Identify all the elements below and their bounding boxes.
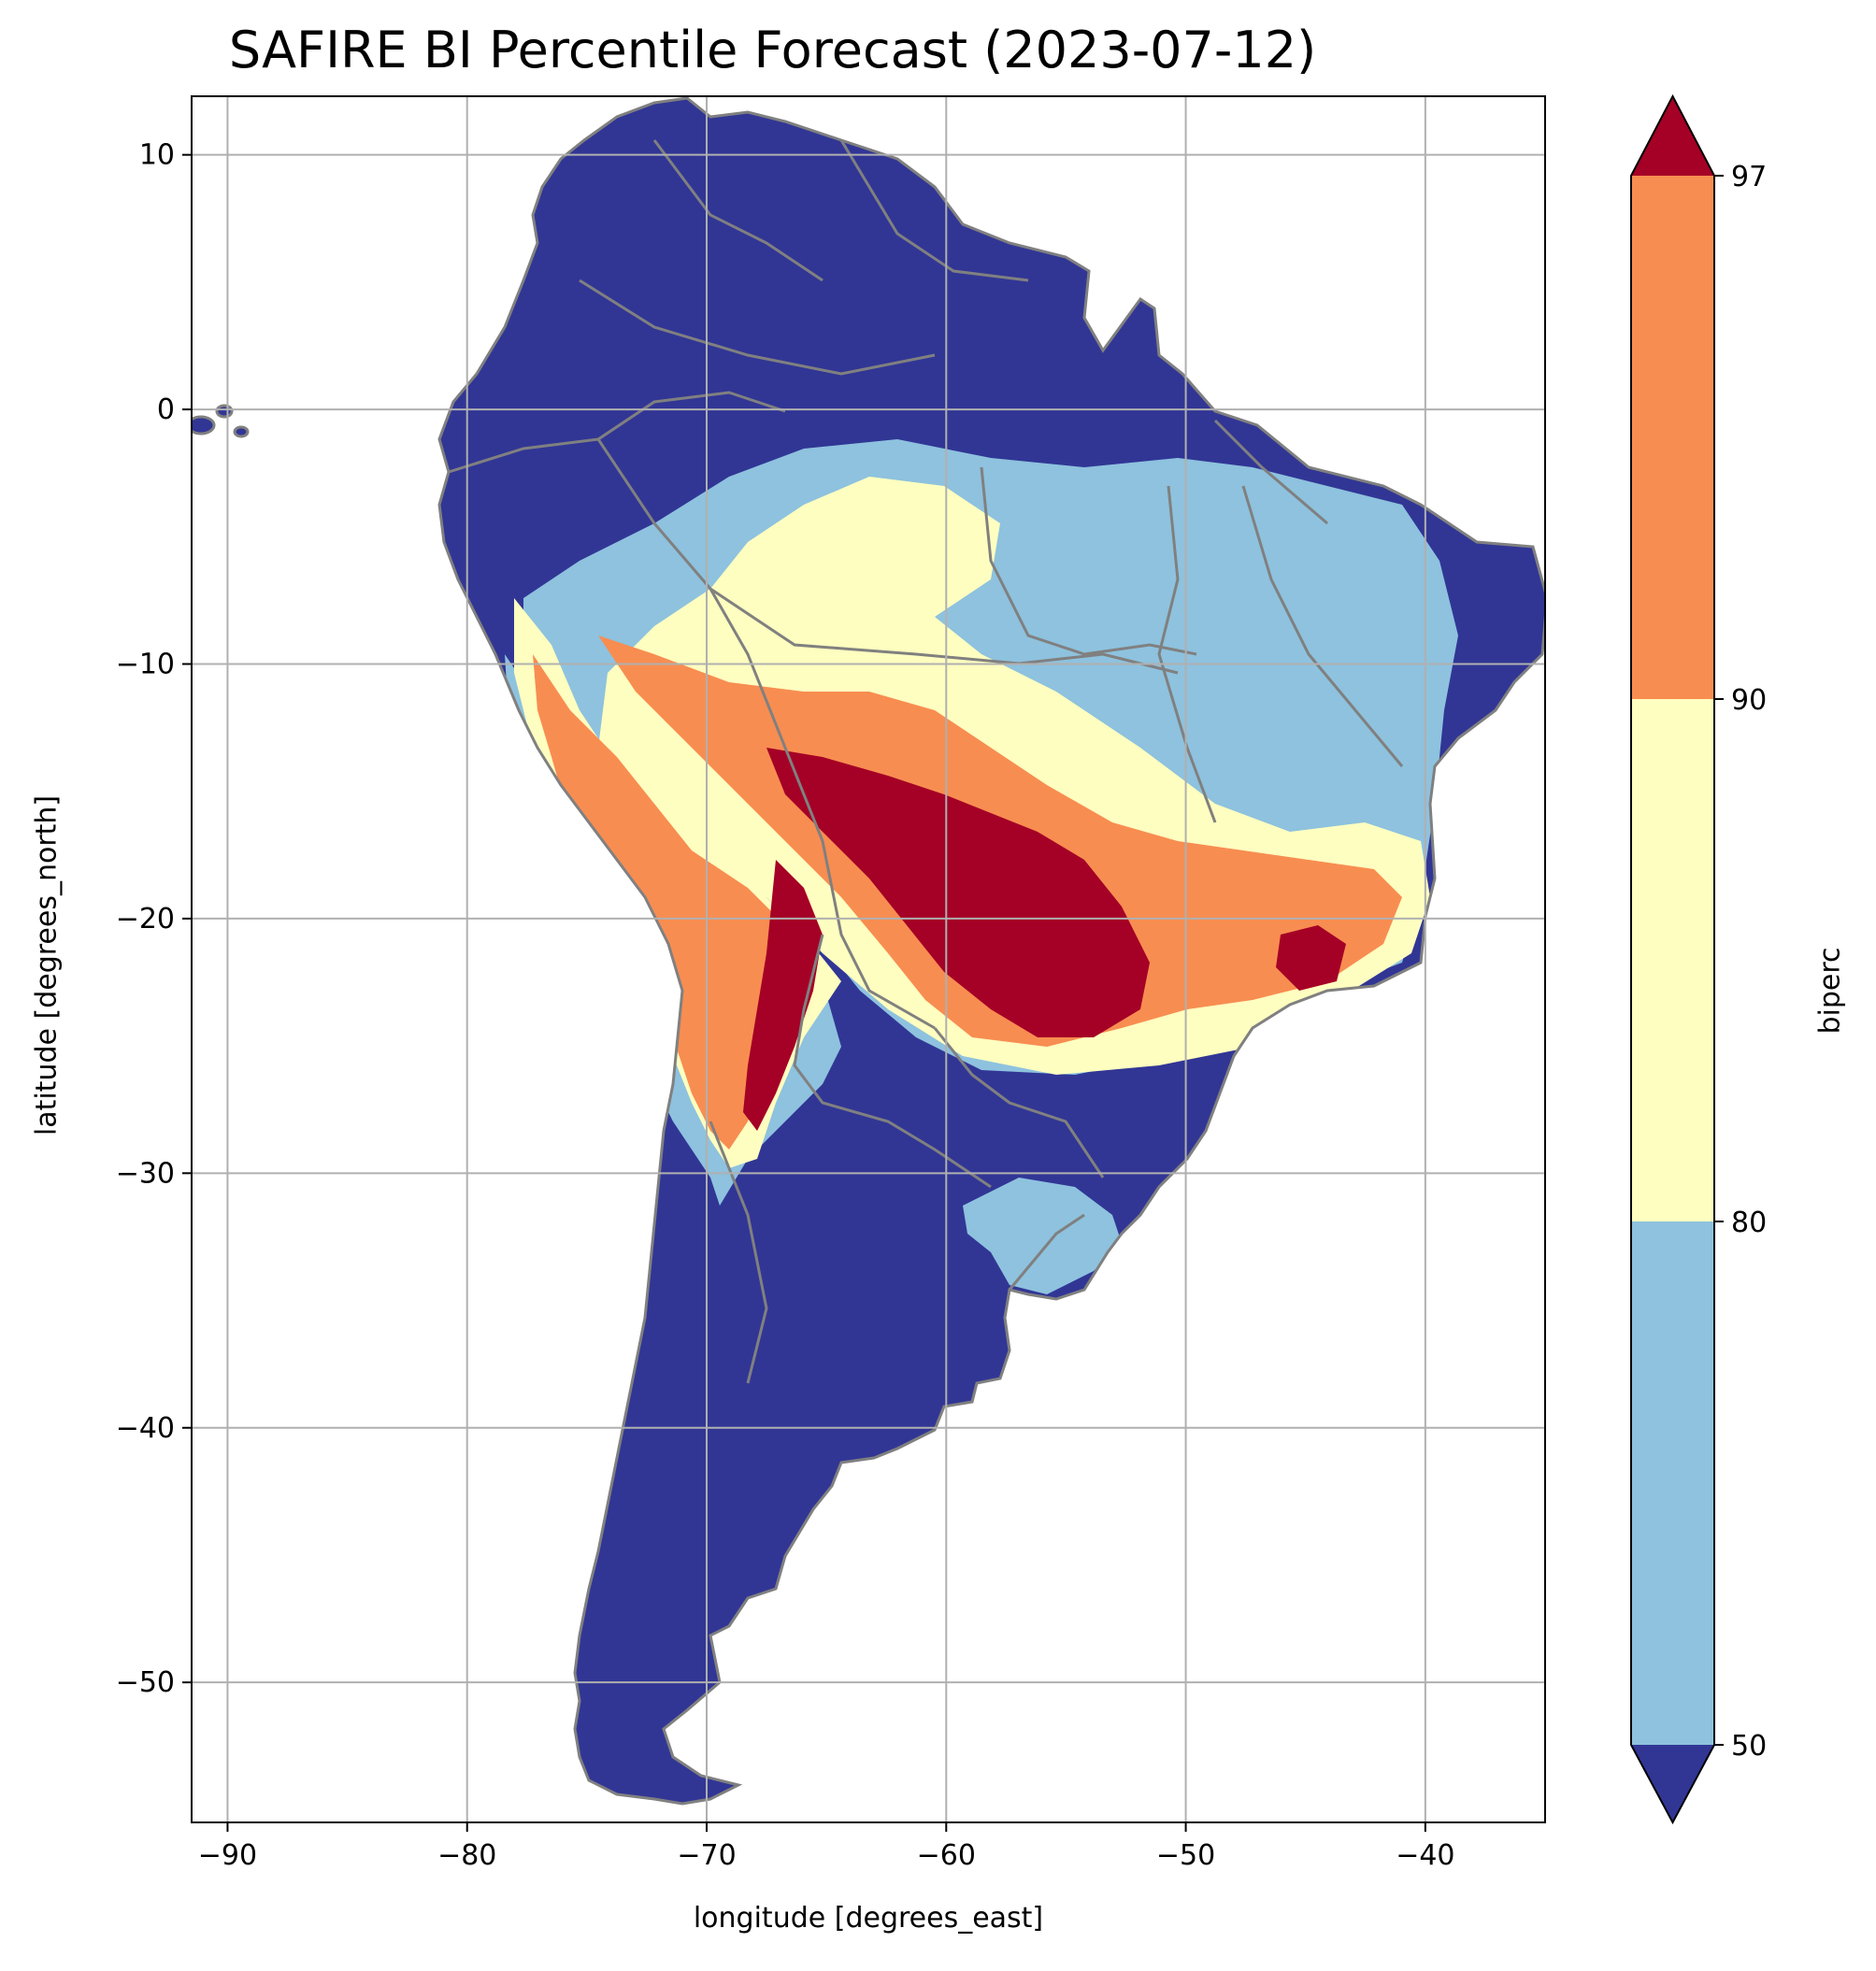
plot-frame [191,95,1546,1823]
raster-above-97-andes [743,860,823,1131]
grid-lines [192,96,1545,1822]
y-axis-ticks: 10 0 −10 −20 −30 −40 −50 [116,139,192,1699]
x-tick-label: −70 [677,1839,736,1872]
colorbar: 50 80 90 97 [1630,93,1767,1825]
colorbar-tick-label: 97 [1731,161,1767,193]
chart-title: SAFIRE BI Percentile Forecast (2023-07-1… [228,21,1317,79]
raster-50-80-uruguay [963,1178,1122,1294]
colorbar-bin-80-90 [1631,699,1714,1221]
y-tick-label: −20 [116,903,175,936]
country-borders [448,139,1404,1384]
x-tick-label: −60 [917,1839,976,1872]
colorbar-extend-bottom [1631,1745,1714,1822]
raster-90-97-andes [533,654,804,1150]
raster-above-97-region [766,748,1150,1037]
y-tick-label: −30 [116,1157,175,1190]
y-tick-label: −10 [116,648,175,680]
raster-above-97-southeast [1276,925,1346,991]
colorbar-extend-top [1631,96,1714,176]
x-tick-label: −90 [198,1839,257,1872]
map-plot-area [192,96,1545,1822]
colorbar-bin-90-97 [1631,176,1714,699]
y-tick-label: 10 [139,139,175,172]
colorbar-ticks: 50 80 90 97 [1714,161,1767,1763]
colorbar-tick-label: 90 [1731,684,1767,717]
x-tick-label: −40 [1396,1839,1454,1872]
y-tick-label: −50 [116,1666,175,1699]
y-tick-label: −40 [116,1412,175,1445]
x-axis-label: longitude [degrees_east] [693,1902,1044,1935]
colorbar-tick-label: 80 [1731,1207,1767,1239]
colorbar-bin-50-80 [1631,1221,1714,1745]
y-tick-label: 0 [157,393,175,426]
x-axis-ticks: −90 −80 −70 −60 −50 −40 [198,1822,1455,1872]
coastline [437,96,1545,1806]
colorbar-label: biperc [1813,947,1847,1035]
y-axis-label: latitude [degrees_north] [30,794,64,1136]
x-tick-label: −80 [437,1839,496,1872]
x-tick-label: −50 [1156,1839,1215,1872]
biperc-raster [439,98,1545,1804]
colorbar-tick-label: 50 [1731,1730,1767,1763]
